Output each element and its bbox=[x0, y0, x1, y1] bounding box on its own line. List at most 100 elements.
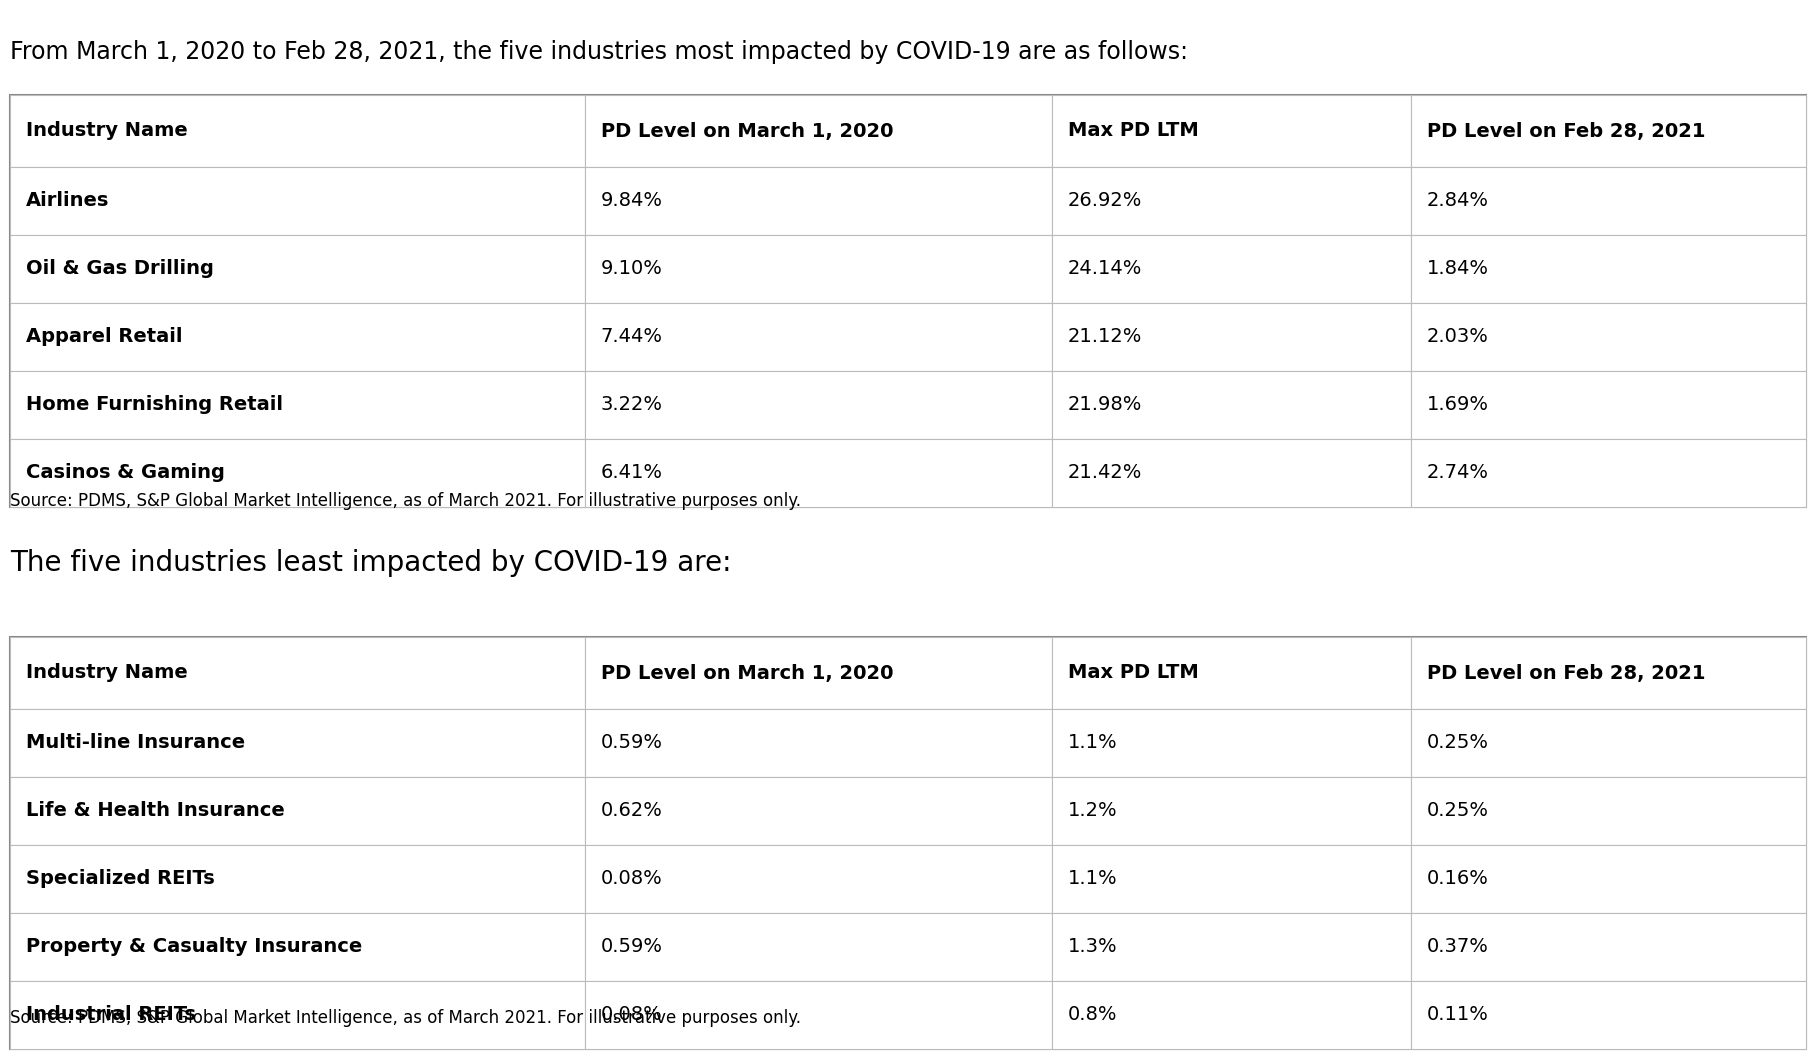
Bar bbox=[1411, 777, 1805, 845]
Bar bbox=[1411, 709, 1805, 777]
Bar bbox=[585, 637, 1051, 709]
Text: 9.10%: 9.10% bbox=[601, 260, 663, 279]
Bar bbox=[585, 913, 1051, 980]
Bar bbox=[1051, 371, 1411, 439]
Bar bbox=[11, 439, 585, 507]
Bar bbox=[1411, 980, 1805, 1049]
Bar bbox=[585, 95, 1051, 167]
Text: Specialized REITs: Specialized REITs bbox=[25, 869, 214, 888]
Bar bbox=[1411, 95, 1805, 167]
Text: Source: PDMS, S&P Global Market Intelligence, as of March 2021. For illustrative: Source: PDMS, S&P Global Market Intellig… bbox=[11, 1009, 801, 1027]
Text: 9.84%: 9.84% bbox=[601, 192, 663, 211]
Bar bbox=[11, 235, 585, 303]
Text: Source: PDMS, S&P Global Market Intelligence, as of March 2021. For illustrative: Source: PDMS, S&P Global Market Intellig… bbox=[11, 492, 801, 510]
Text: Max PD LTM: Max PD LTM bbox=[1068, 664, 1199, 683]
Bar bbox=[11, 303, 585, 371]
Text: Apparel Retail: Apparel Retail bbox=[25, 328, 182, 347]
Bar bbox=[1411, 845, 1805, 913]
Bar bbox=[1411, 235, 1805, 303]
Text: 7.44%: 7.44% bbox=[601, 328, 663, 347]
Bar bbox=[1051, 235, 1411, 303]
Text: 1.3%: 1.3% bbox=[1068, 937, 1117, 956]
Text: 2.74%: 2.74% bbox=[1427, 463, 1489, 482]
Bar bbox=[1051, 95, 1411, 167]
Text: PD Level on March 1, 2020: PD Level on March 1, 2020 bbox=[601, 664, 893, 683]
Text: Casinos & Gaming: Casinos & Gaming bbox=[25, 463, 225, 482]
Text: 0.59%: 0.59% bbox=[601, 734, 663, 753]
Text: 21.98%: 21.98% bbox=[1068, 395, 1142, 414]
Text: Industry Name: Industry Name bbox=[25, 664, 187, 683]
Text: 0.37%: 0.37% bbox=[1427, 937, 1489, 956]
Text: PD Level on Feb 28, 2021: PD Level on Feb 28, 2021 bbox=[1427, 664, 1705, 683]
Text: Property & Casualty Insurance: Property & Casualty Insurance bbox=[25, 937, 361, 956]
Bar bbox=[11, 980, 585, 1049]
Text: 0.08%: 0.08% bbox=[601, 869, 663, 888]
Text: Life & Health Insurance: Life & Health Insurance bbox=[25, 801, 285, 820]
Bar bbox=[11, 637, 585, 709]
Bar bbox=[11, 913, 585, 980]
Text: The five industries least impacted by COVID-19 are:: The five industries least impacted by CO… bbox=[11, 549, 732, 577]
Bar bbox=[1051, 709, 1411, 777]
Text: 1.84%: 1.84% bbox=[1427, 260, 1489, 279]
Text: 21.42%: 21.42% bbox=[1068, 463, 1142, 482]
Bar bbox=[585, 845, 1051, 913]
Bar bbox=[11, 371, 585, 439]
Bar bbox=[1051, 303, 1411, 371]
Text: Industrial REITs: Industrial REITs bbox=[25, 1006, 196, 1025]
Text: 0.62%: 0.62% bbox=[601, 801, 663, 820]
Text: PD Level on March 1, 2020: PD Level on March 1, 2020 bbox=[601, 122, 893, 141]
Bar bbox=[585, 303, 1051, 371]
Bar bbox=[11, 95, 585, 167]
Text: 0.11%: 0.11% bbox=[1427, 1006, 1489, 1025]
Text: Industry Name: Industry Name bbox=[25, 122, 187, 141]
Text: Max PD LTM: Max PD LTM bbox=[1068, 122, 1199, 141]
Text: Multi-line Insurance: Multi-line Insurance bbox=[25, 734, 245, 753]
Bar bbox=[11, 845, 585, 913]
Bar bbox=[11, 167, 585, 235]
Text: Oil & Gas Drilling: Oil & Gas Drilling bbox=[25, 260, 214, 279]
Text: 0.25%: 0.25% bbox=[1427, 801, 1489, 820]
Text: 26.92%: 26.92% bbox=[1068, 192, 1142, 211]
Bar bbox=[1411, 167, 1805, 235]
Bar bbox=[1051, 845, 1411, 913]
Bar bbox=[585, 167, 1051, 235]
Bar bbox=[1051, 439, 1411, 507]
Bar bbox=[1051, 913, 1411, 980]
Bar bbox=[11, 709, 585, 777]
Bar bbox=[585, 709, 1051, 777]
Text: 2.84%: 2.84% bbox=[1427, 192, 1489, 211]
Text: 21.12%: 21.12% bbox=[1068, 328, 1142, 347]
Bar bbox=[1051, 637, 1411, 709]
Text: 2.03%: 2.03% bbox=[1427, 328, 1489, 347]
Bar bbox=[585, 439, 1051, 507]
Text: 3.22%: 3.22% bbox=[601, 395, 663, 414]
Bar bbox=[11, 777, 585, 845]
Text: 24.14%: 24.14% bbox=[1068, 260, 1142, 279]
Bar bbox=[585, 371, 1051, 439]
Text: 0.25%: 0.25% bbox=[1427, 734, 1489, 753]
Bar bbox=[11, 637, 1805, 1049]
Text: Airlines: Airlines bbox=[25, 192, 109, 211]
Text: 6.41%: 6.41% bbox=[601, 463, 663, 482]
Bar bbox=[11, 95, 1805, 507]
Bar bbox=[1051, 777, 1411, 845]
Text: 1.69%: 1.69% bbox=[1427, 395, 1489, 414]
Text: 0.8%: 0.8% bbox=[1068, 1006, 1117, 1025]
Text: 1.1%: 1.1% bbox=[1068, 734, 1117, 753]
Text: 0.59%: 0.59% bbox=[601, 937, 663, 956]
Text: 0.16%: 0.16% bbox=[1427, 869, 1489, 888]
Text: PD Level on Feb 28, 2021: PD Level on Feb 28, 2021 bbox=[1427, 122, 1705, 141]
Bar bbox=[585, 235, 1051, 303]
Bar bbox=[1411, 439, 1805, 507]
Bar bbox=[1411, 371, 1805, 439]
Text: 1.1%: 1.1% bbox=[1068, 869, 1117, 888]
Bar bbox=[585, 980, 1051, 1049]
Bar bbox=[585, 777, 1051, 845]
Bar bbox=[1411, 303, 1805, 371]
Bar bbox=[1051, 980, 1411, 1049]
Bar bbox=[1411, 913, 1805, 980]
Text: 1.2%: 1.2% bbox=[1068, 801, 1117, 820]
Text: Home Furnishing Retail: Home Furnishing Retail bbox=[25, 395, 283, 414]
Bar bbox=[1411, 637, 1805, 709]
Text: From March 1, 2020 to Feb 28, 2021, the five industries most impacted by COVID-1: From March 1, 2020 to Feb 28, 2021, the … bbox=[11, 40, 1188, 64]
